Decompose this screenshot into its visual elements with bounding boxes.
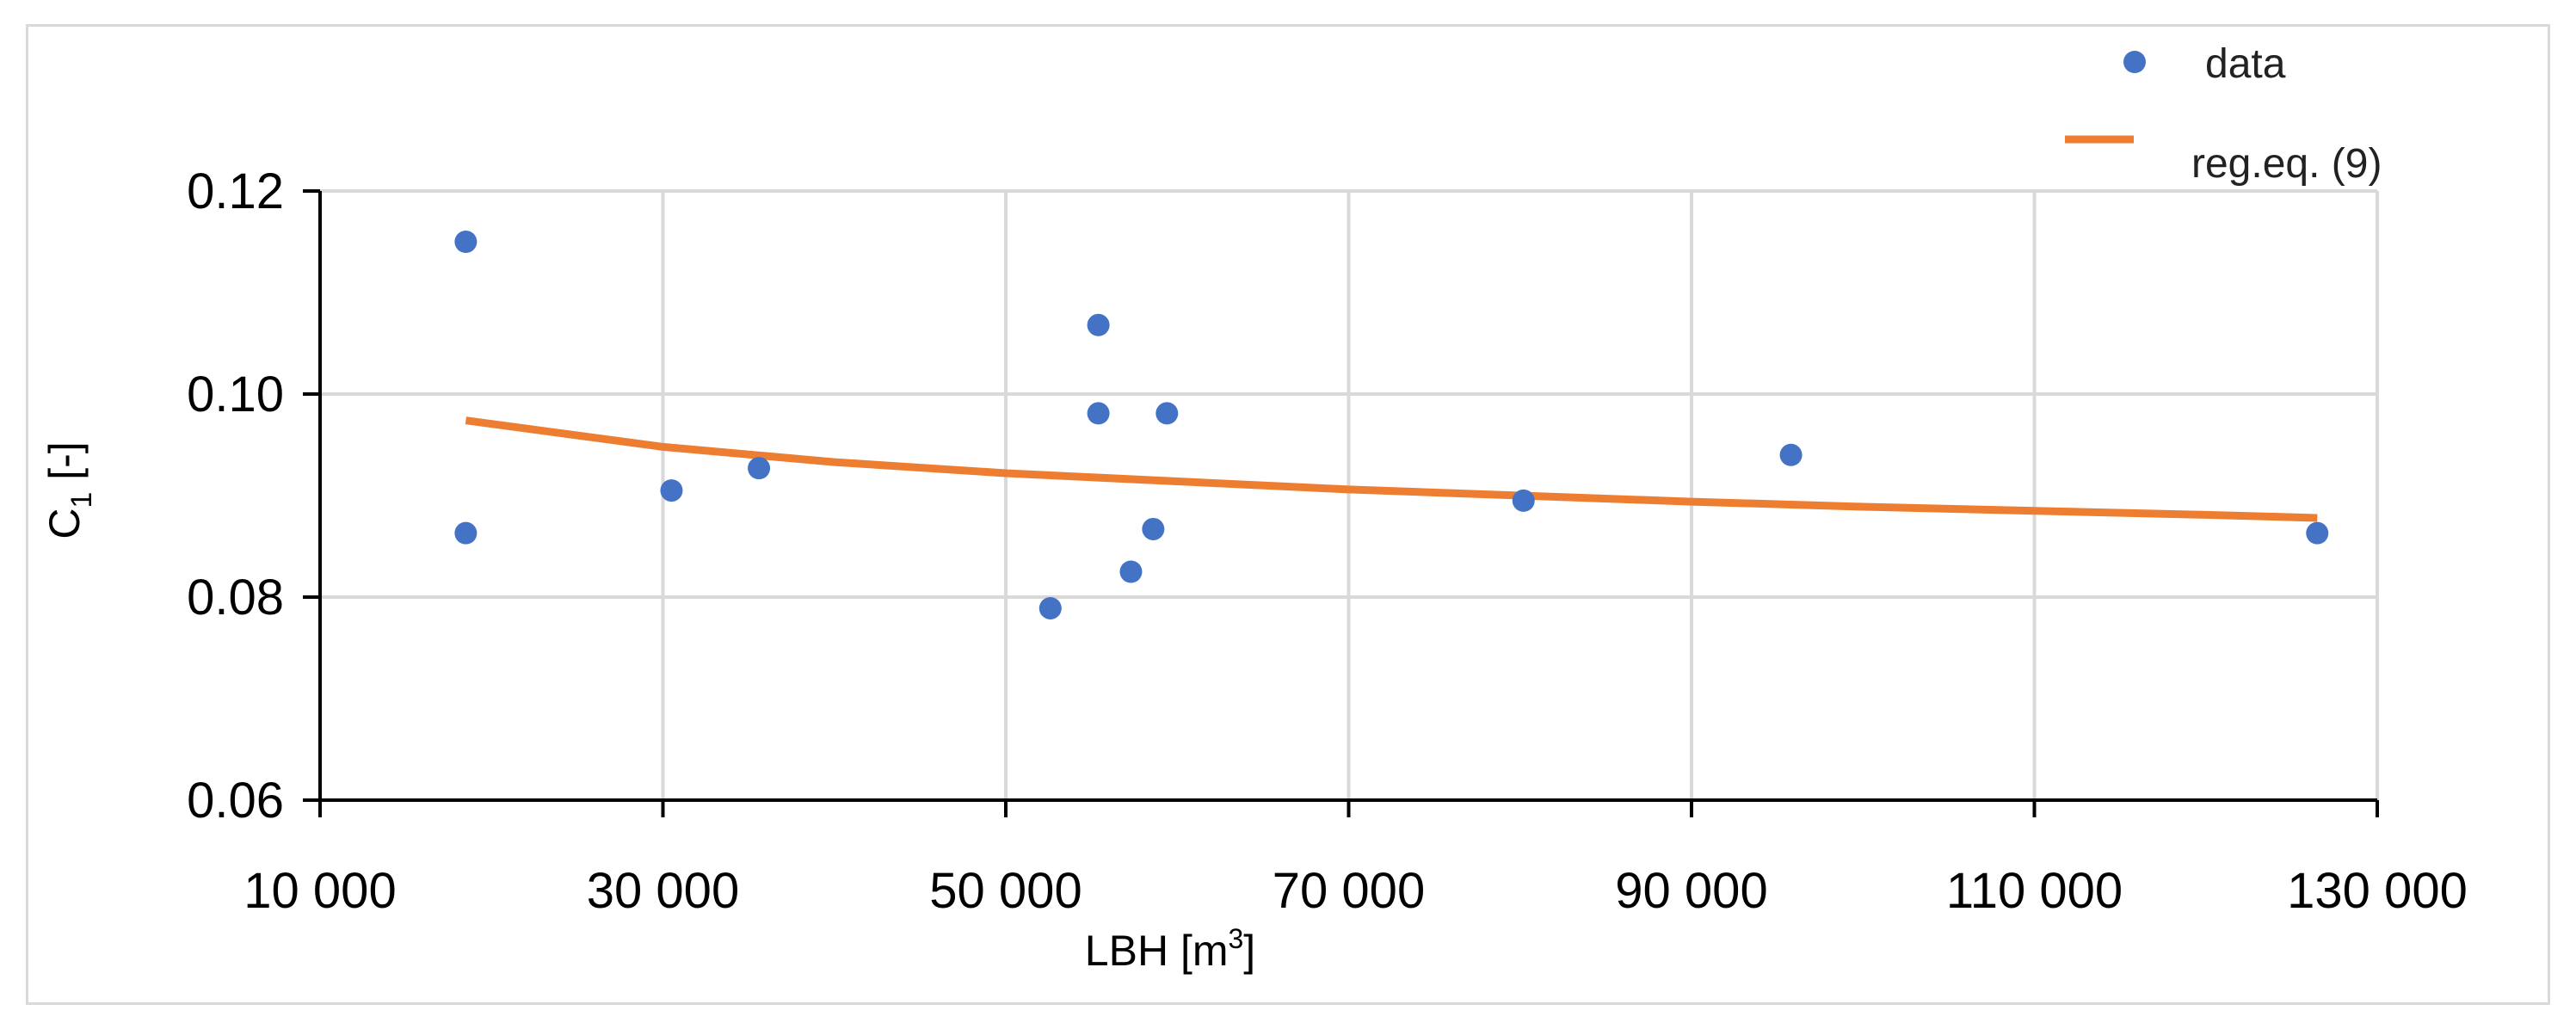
data-point (454, 521, 478, 545)
legend-data-label: data (2205, 41, 2286, 87)
x-tick-label: 10 000 (243, 863, 396, 919)
data-point (1087, 313, 1110, 336)
data-point (748, 457, 771, 480)
series (454, 231, 2329, 619)
data-point (1156, 402, 1179, 425)
legend: data reg.eq. (9) (2065, 41, 2382, 187)
x-tick-label: 130 000 (2287, 863, 2468, 919)
y-axis-title: C1 [-] (40, 441, 98, 539)
x-tick-label: 110 000 (1946, 863, 2123, 919)
y-tick-label: 0.08 (187, 570, 284, 625)
x-tick-label: 90 000 (1615, 863, 1767, 919)
data-point (1119, 560, 1143, 583)
data-point (660, 479, 683, 502)
data-point (454, 231, 478, 253)
data-point (2306, 521, 2329, 545)
legend-data-marker (2123, 51, 2146, 73)
grid-lines (320, 189, 2379, 800)
legend-regression-label: reg.eq. (9) (2191, 141, 2382, 187)
data-point (1142, 517, 1165, 540)
data-point (1038, 596, 1062, 619)
data-point (1779, 443, 1803, 466)
x-tick-label: 30 000 (587, 863, 739, 919)
y-tick-label: 0.06 (187, 773, 284, 829)
data-point (1512, 489, 1535, 512)
regression-line (465, 416, 2318, 522)
x-tick-label: 70 000 (1273, 863, 1425, 919)
x-tick-label: 50 000 (929, 863, 1082, 919)
axes (303, 189, 2379, 817)
data-point (1087, 402, 1110, 425)
y-tick-label: 0.12 (187, 163, 284, 219)
y-tick-label: 0.10 (187, 367, 284, 422)
tick-labels: 10 000 30 000 50 000 70 000 90 000 110 000 130… (187, 163, 2468, 919)
x-axis-title: LBH [m3] (1085, 923, 1255, 975)
